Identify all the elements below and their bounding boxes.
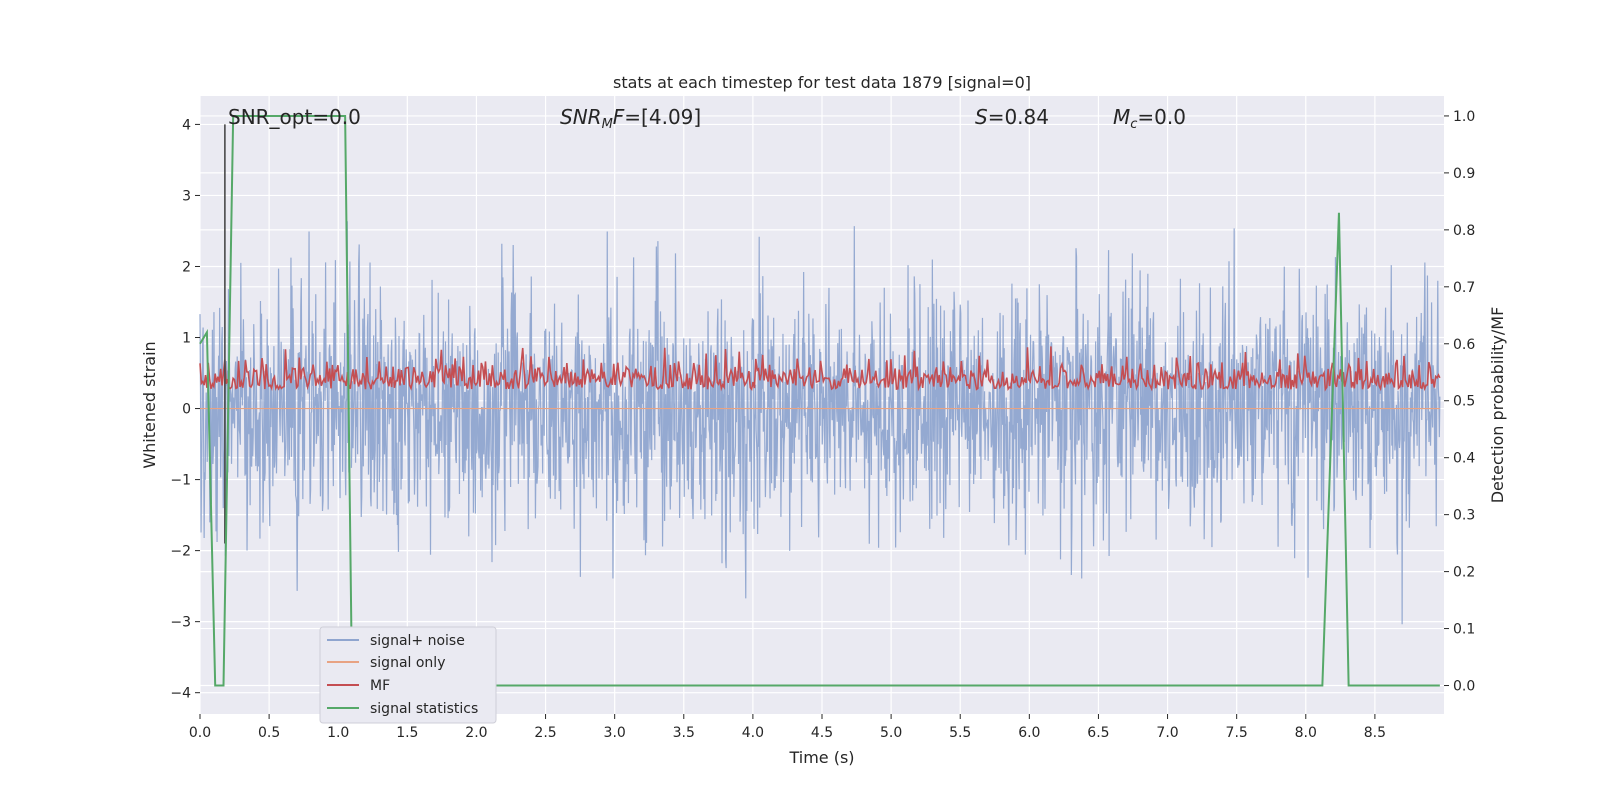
legend-label-signal-statistics: signal statistics	[370, 701, 478, 717]
series-signal-noise	[199, 221, 1441, 625]
y-left-tick-label: −3	[170, 615, 191, 631]
y-left-tick-label: −2	[170, 544, 191, 560]
y-left-tick-label: 1	[182, 331, 191, 347]
x-tick-label: 3.0	[604, 725, 626, 741]
x-tick-label: 4.5	[811, 725, 833, 741]
x-tick-label: 5.5	[949, 725, 971, 741]
x-tick-label: 2.5	[534, 725, 556, 741]
series-layer	[199, 114, 1441, 687]
legend-label-signal-noise: signal+ noise	[370, 633, 465, 649]
y-right-tick-label: 0.7	[1453, 280, 1475, 296]
x-tick-label: 1.0	[327, 725, 349, 741]
x-tick-label: 0.0	[189, 725, 211, 741]
x-tick-label: 0.5	[258, 725, 280, 741]
y-right-tick-label: 0.3	[1453, 508, 1475, 524]
x-tick-label: 8.0	[1295, 725, 1317, 741]
x-tick-label: 1.5	[396, 725, 418, 741]
legend-label-signal-only: signal only	[370, 655, 445, 671]
x-axis-label: Time (s)	[788, 748, 854, 767]
y-right-tick-label: 0.6	[1453, 337, 1475, 353]
series-mf	[199, 346, 1441, 392]
x-tick-label: 8.5	[1364, 725, 1386, 741]
chart-title: stats at each timestep for test data 187…	[613, 73, 1031, 92]
y-left-tick-label: 4	[182, 117, 191, 133]
annotation-mc-value: Mc=0.0	[1113, 105, 1186, 132]
x-tick-label: 3.5	[673, 725, 695, 741]
x-tick-label: 7.5	[1226, 725, 1248, 741]
y-left-tick-label: −4	[170, 686, 191, 702]
y-right-tick-label: 1.0	[1453, 109, 1475, 125]
y-right-tick-label: 0.5	[1453, 394, 1475, 410]
series-signal-statistics	[199, 114, 1440, 687]
legend-box	[319, 626, 497, 724]
y-right-tick-label: 0.4	[1453, 451, 1475, 467]
y-right-tick-label: 0.0	[1453, 679, 1475, 695]
y-axis-label-right: Detection probability/MF	[1488, 307, 1507, 504]
y-right-tick-label: 0.1	[1453, 622, 1475, 638]
legend: signal+ noise signal only MF signal stat…	[319, 626, 497, 724]
y-left-tick-label: 2	[182, 259, 191, 275]
y-left-tick-label: 3	[182, 188, 191, 204]
x-tick-label: 4.0	[742, 725, 764, 741]
y-right-tick-label: 0.9	[1453, 166, 1475, 182]
y-left-tick-label: −1	[170, 473, 191, 489]
ticks: 0.0 0.5 1.0 1.5 2.0 2.5 3.0 3.5 4.0 4.5 5.0 5.5 6.0 6…	[170, 109, 1475, 741]
annotation-snr-opt: SNR_opt=0.0	[228, 105, 361, 129]
y-left-tick-label: 0	[182, 402, 191, 418]
annotation-s-value: S=0.84	[975, 105, 1049, 129]
x-tick-label: 2.0	[465, 725, 487, 741]
x-tick-label: 7.0	[1156, 725, 1178, 741]
y-right-tick-label: 0.2	[1453, 565, 1475, 581]
y-right-tick-label: 0.8	[1453, 223, 1475, 239]
x-tick-label: 6.0	[1018, 725, 1040, 741]
y-axis-label-left: Whitened strain	[140, 341, 159, 468]
x-tick-label: 5.0	[880, 725, 902, 741]
x-tick-label: 6.5	[1087, 725, 1109, 741]
legend-label-mf: MF	[370, 678, 390, 694]
annotation-snr-mf: SNRMF=[4.09]	[560, 105, 701, 132]
